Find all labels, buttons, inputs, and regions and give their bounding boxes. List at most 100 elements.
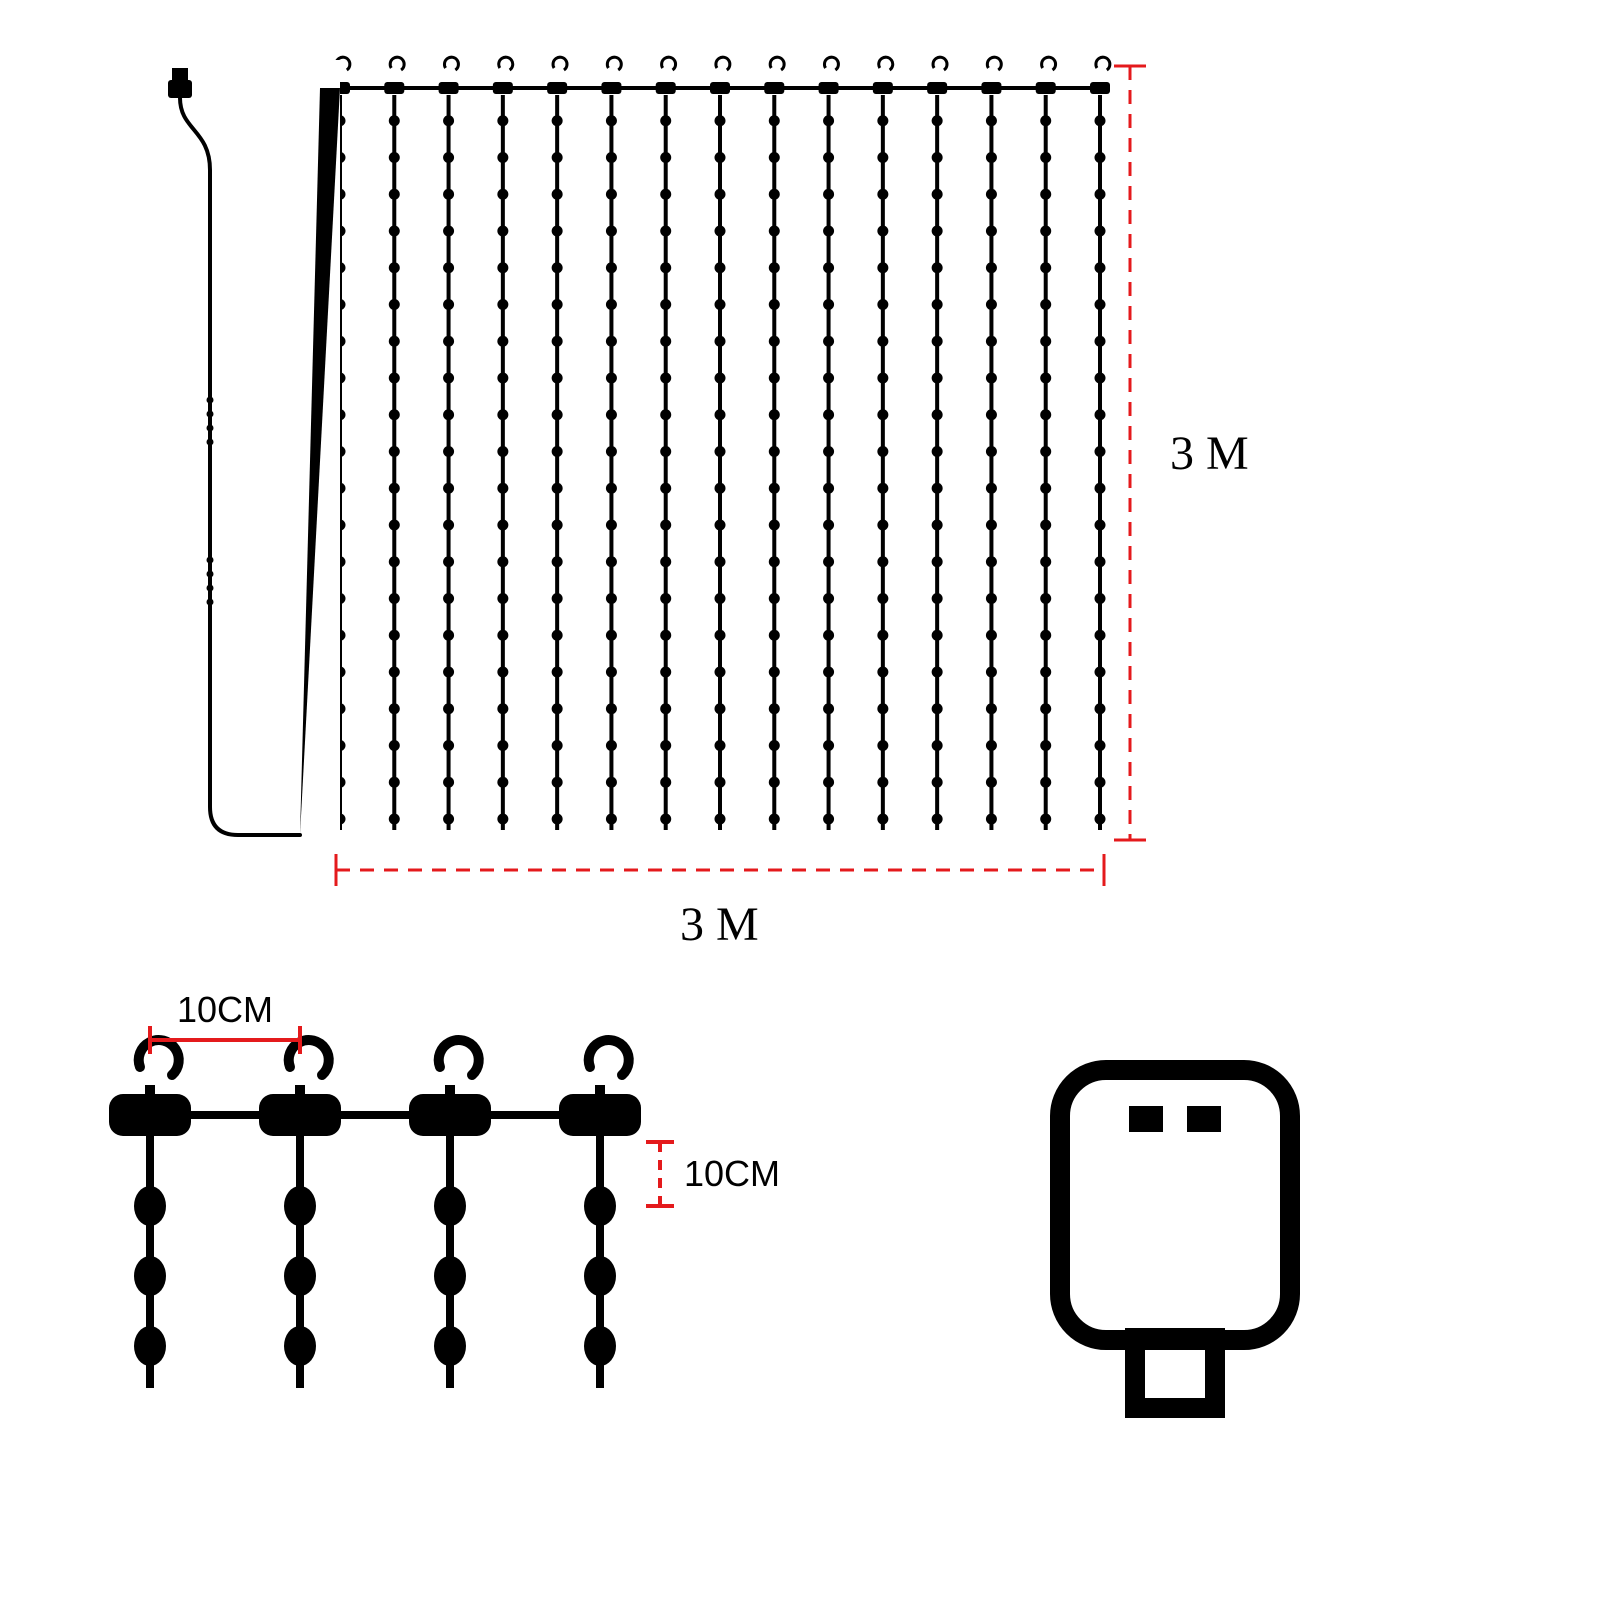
led [769,630,780,641]
led [443,593,454,604]
led [877,262,888,273]
led [932,519,943,530]
led [877,299,888,310]
led [823,666,834,677]
led [769,813,780,824]
led [497,593,508,604]
led [497,446,508,457]
led [660,225,671,236]
clip [1036,82,1056,94]
led [715,556,726,567]
hook-icon [879,57,893,70]
led [552,152,563,163]
led [877,115,888,126]
led [660,813,671,824]
led [443,630,454,641]
led [552,777,563,788]
led [660,409,671,420]
led [389,703,400,714]
led [1095,446,1106,457]
led [606,262,617,273]
led [769,299,780,310]
led [823,299,834,310]
led [497,409,508,420]
led [986,225,997,236]
led [443,666,454,677]
led [1040,666,1051,677]
led [389,446,400,457]
led [606,556,617,567]
led [660,115,671,126]
clip [656,82,676,94]
led [932,446,943,457]
led [552,556,563,567]
led [823,740,834,751]
led [715,189,726,200]
led [769,666,780,677]
led [443,262,454,273]
led [552,189,563,200]
led [1095,813,1106,824]
hook-icon [1096,57,1110,70]
led [389,666,400,677]
led [497,483,508,494]
led [877,630,888,641]
led [606,152,617,163]
led [1040,372,1051,383]
detail-led [434,1186,466,1226]
hook-icon [444,57,458,70]
led [769,189,780,200]
led [769,519,780,530]
led [1040,299,1051,310]
led [932,115,943,126]
led [1095,519,1106,530]
led [660,336,671,347]
led [715,372,726,383]
led [715,115,726,126]
led [552,519,563,530]
led [986,446,997,457]
led [823,372,834,383]
led [932,189,943,200]
usb-icon [1060,1070,1290,1408]
led [932,593,943,604]
led [606,519,617,530]
led [1095,336,1106,347]
detail-clip [409,1094,491,1136]
led [1040,740,1051,751]
led [986,152,997,163]
led [497,115,508,126]
led [443,813,454,824]
led [769,446,780,457]
led [606,593,617,604]
led [877,372,888,383]
led [389,115,400,126]
detail-led [134,1186,166,1226]
led [497,666,508,677]
hook-icon [933,57,947,70]
led [606,299,617,310]
hook-icon [607,57,621,70]
led [823,519,834,530]
led [1095,777,1106,788]
hook-icon [987,57,1001,70]
led [715,225,726,236]
led [443,703,454,714]
led [606,777,617,788]
led [1095,152,1106,163]
led [1095,556,1106,567]
clip [981,82,1001,94]
led [389,262,400,273]
led [497,556,508,567]
led [1040,262,1051,273]
led [552,703,563,714]
led [660,152,671,163]
led [389,336,400,347]
led [877,446,888,457]
led [660,483,671,494]
led [986,299,997,310]
led [877,519,888,530]
led [1040,556,1051,567]
led [823,336,834,347]
led [552,409,563,420]
